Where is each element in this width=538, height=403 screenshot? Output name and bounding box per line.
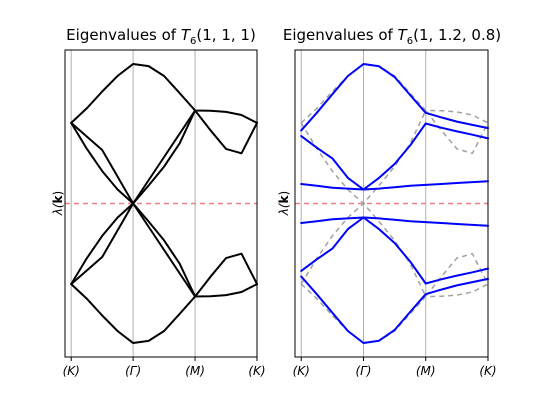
right-series-line-0 [300, 63, 489, 132]
right-reference-curve-1 [300, 109, 489, 205]
right-series-line-5 [300, 216, 489, 227]
left-x-ticks: (K) (Γ) (M) (K) [63, 357, 266, 378]
right-y-axis-label: λ(k) [277, 191, 291, 216]
left-series-line-1 [70, 109, 258, 205]
left-panel: Eigenvalues of T6(1, 1, 1) λ(k) (K) (Γ) (M… [51, 26, 266, 378]
right-series-line-1 [300, 122, 489, 191]
right-x-tick-label-3: (K) [479, 364, 496, 378]
left-chart-title: Eigenvalues of T6(1, 1, 1) [66, 26, 256, 47]
right-plot-frame [294, 49, 489, 358]
left-x-tick-label-2: (M) [185, 364, 205, 378]
left-series-group [70, 63, 258, 344]
left-series-line-3 [70, 283, 258, 344]
right-panel: Eigenvalues of T6(1, 1.2, 0.8) λ(k) (K)(… [277, 26, 501, 378]
left-series-line-5 [70, 202, 197, 298]
left-x-tick-label-0: (K) [63, 364, 80, 378]
right-x-tick-label-0: (K) [293, 364, 310, 378]
left-plot-frame [64, 49, 258, 358]
right-x-ticks: (K) (Γ) (M) (K) [293, 357, 497, 378]
right-reference-curve-3 [300, 283, 489, 344]
right-reference-curve-0 [300, 63, 489, 124]
left-series-line-2 [70, 202, 258, 298]
left-x-tick-label-3: (K) [248, 364, 265, 378]
left-y-axis-label: λ(k) [51, 191, 65, 216]
right-series-line-3 [300, 275, 489, 344]
right-x-tick-label-1: (Γ) [355, 364, 371, 378]
right-series-line-4 [300, 180, 489, 191]
right-reference-curve-2 [300, 202, 489, 298]
left-x-tick-label-1: (Γ) [125, 364, 141, 378]
right-series-group [300, 63, 489, 344]
left-series-line-0 [70, 63, 258, 124]
right-chart-title: Eigenvalues of T6(1, 1.2, 0.8) [283, 26, 501, 47]
right-series-line-2 [300, 216, 489, 285]
right-x-tick-label-2: (M) [416, 364, 436, 378]
